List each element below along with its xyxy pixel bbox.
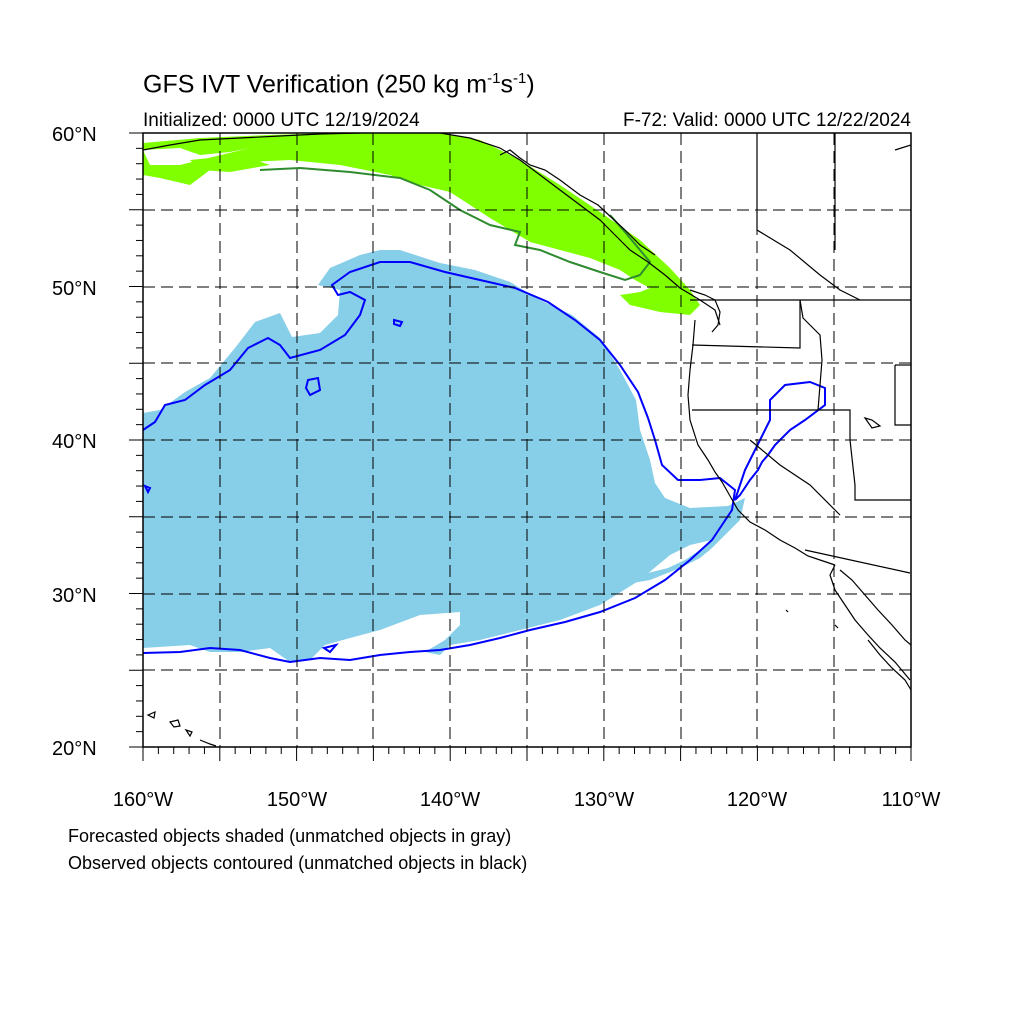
forecast-legend-note: Forecasted objects shaded (unmatched obj… — [68, 826, 512, 846]
lon-label-110: 110°W — [882, 789, 941, 811]
lat-lon-grid — [143, 133, 911, 747]
lat-label-20: 20°N — [52, 738, 97, 760]
initialized-time: Initialized: 0000 UTC 12/19/2024 — [143, 110, 420, 131]
lat-label-30: 30°N — [52, 585, 97, 607]
lat-label-40: 40°N — [52, 431, 97, 453]
lat-labels: 60°N 50°N 40°N 30°N 20°N — [52, 124, 97, 760]
lon-labels: 160°W 150°W 140°W 130°W 120°W 110°W — [113, 789, 941, 811]
lon-label-130: 130°W — [574, 789, 634, 811]
observed-object-blue — [143, 261, 737, 664]
map-title: GFS IVT Verification (250 kg m-1s-1) — [143, 70, 535, 99]
valid-time: F-72: Valid: 0000 UTC 12/22/2024 — [623, 110, 911, 131]
forecast-object-green — [143, 133, 700, 315]
coastlines — [143, 133, 911, 747]
axis-ticks — [129, 132, 912, 761]
lat-label-50: 50°N — [52, 278, 97, 300]
lon-label-160: 160°W — [113, 789, 173, 811]
lon-label-150: 150°W — [267, 789, 327, 811]
lon-label-140: 140°W — [420, 789, 480, 811]
observed-legend-note: Observed objects contoured (unmatched ob… — [68, 853, 528, 873]
lat-label-60: 60°N — [52, 124, 97, 146]
lon-label-120: 120°W — [727, 789, 787, 811]
forecast-object-blue — [143, 250, 745, 662]
